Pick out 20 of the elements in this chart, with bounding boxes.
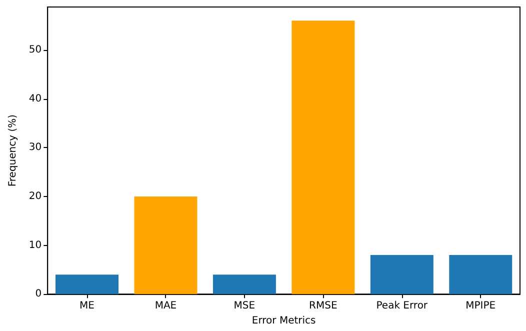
x-tick-label: MAE [154, 300, 177, 312]
x-tick-label: RMSE [309, 300, 338, 312]
y-tick-label: 20 [28, 190, 42, 202]
y-axis-title: Frequency (%) [8, 114, 18, 187]
y-tick-label: 10 [28, 240, 42, 251]
bar [56, 274, 118, 294]
y-tick-label: 0 [35, 288, 42, 300]
x-tick-label: MSE [234, 300, 256, 312]
bar [370, 255, 434, 294]
x-tick-label: Peak Error [376, 300, 428, 312]
x-axis-title: Error Metrics [252, 316, 316, 326]
bar [292, 20, 355, 294]
bar [212, 274, 276, 294]
y-tick-label: 40 [28, 93, 42, 104]
x-tick-label: MPIPE [466, 300, 496, 312]
y-tick-label: 50 [28, 44, 42, 56]
bar [449, 255, 512, 294]
x-tick-label: ME [80, 300, 94, 312]
y-tick-label: 30 [28, 142, 42, 154]
bar [134, 196, 198, 294]
